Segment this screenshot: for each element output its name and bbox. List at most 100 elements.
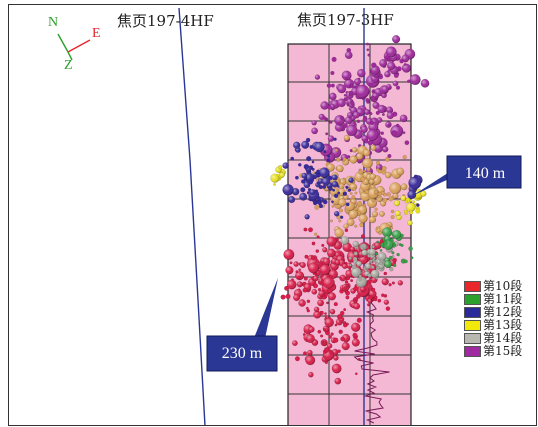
event-marker bbox=[367, 303, 371, 307]
event-marker-shading bbox=[402, 63, 411, 73]
event-marker bbox=[345, 202, 350, 207]
event-marker bbox=[382, 240, 388, 246]
event-marker bbox=[367, 53, 371, 57]
event-marker bbox=[389, 267, 394, 272]
event-marker bbox=[316, 235, 320, 239]
event-marker bbox=[371, 245, 375, 249]
event-marker bbox=[344, 77, 348, 81]
event-marker bbox=[340, 215, 344, 219]
event-marker bbox=[391, 281, 395, 285]
event-marker-shading bbox=[382, 146, 389, 153]
event-marker bbox=[324, 314, 328, 318]
event-marker bbox=[392, 257, 398, 263]
event-marker bbox=[413, 174, 418, 179]
event-marker bbox=[359, 222, 364, 228]
event-marker bbox=[385, 306, 391, 311]
event-marker-shading bbox=[368, 187, 380, 199]
event-marker-shading bbox=[386, 106, 393, 114]
event-marker-shading bbox=[369, 179, 375, 185]
event-marker bbox=[339, 310, 345, 316]
event-marker bbox=[327, 287, 333, 294]
event-marker bbox=[343, 308, 347, 312]
event-marker bbox=[381, 112, 385, 116]
event-marker bbox=[306, 299, 311, 304]
event-marker-shading bbox=[345, 51, 353, 59]
event-marker bbox=[325, 301, 329, 305]
event-marker-shading bbox=[409, 74, 421, 85]
event-marker bbox=[337, 349, 341, 354]
event-marker bbox=[416, 203, 420, 207]
event-marker bbox=[375, 226, 379, 230]
event-marker bbox=[295, 270, 299, 274]
event-marker bbox=[400, 243, 404, 247]
event-marker-shading bbox=[301, 172, 308, 179]
event-marker bbox=[348, 256, 352, 260]
event-marker bbox=[329, 350, 333, 355]
event-marker bbox=[383, 271, 388, 276]
event-marker bbox=[393, 263, 397, 268]
legend-item: 第15段 bbox=[464, 345, 522, 358]
event-marker bbox=[333, 337, 339, 343]
event-marker-shading bbox=[333, 355, 339, 361]
event-marker bbox=[346, 154, 351, 159]
event-marker-shading bbox=[309, 189, 316, 196]
event-marker-shading bbox=[282, 162, 289, 169]
event-marker bbox=[370, 95, 376, 101]
event-marker-shading bbox=[358, 214, 368, 223]
event-marker bbox=[294, 175, 299, 180]
event-marker bbox=[373, 190, 378, 195]
event-marker bbox=[342, 157, 347, 161]
event-marker bbox=[333, 193, 339, 199]
event-marker-shading bbox=[327, 248, 336, 258]
event-marker bbox=[349, 263, 352, 267]
event-marker-shading bbox=[397, 280, 403, 286]
event-marker bbox=[358, 169, 364, 175]
event-marker-shading bbox=[301, 140, 310, 149]
event-marker-shading bbox=[317, 299, 324, 307]
event-marker-shading bbox=[313, 275, 319, 282]
event-marker bbox=[330, 83, 335, 88]
event-marker bbox=[350, 279, 354, 283]
event-marker-shading bbox=[307, 350, 313, 356]
event-marker bbox=[374, 207, 378, 211]
event-marker-shading bbox=[298, 299, 306, 307]
event-marker bbox=[403, 63, 407, 66]
event-marker-shading bbox=[356, 261, 362, 267]
event-marker bbox=[300, 187, 306, 193]
event-marker bbox=[345, 185, 349, 190]
event-marker bbox=[333, 137, 337, 141]
event-marker-shading bbox=[326, 236, 337, 247]
event-marker-shading bbox=[394, 200, 400, 207]
event-marker-shading bbox=[352, 241, 359, 247]
event-marker bbox=[354, 191, 358, 195]
event-marker-shading bbox=[386, 111, 394, 119]
event-marker bbox=[369, 120, 375, 126]
event-marker-shading bbox=[324, 317, 334, 327]
legend-label: 第14段 bbox=[483, 331, 523, 345]
event-marker-shading bbox=[337, 182, 345, 190]
event-marker-shading bbox=[379, 59, 388, 67]
event-marker-shading bbox=[355, 84, 370, 99]
microseismic-events bbox=[270, 35, 430, 385]
event-marker bbox=[377, 298, 382, 303]
event-marker bbox=[278, 165, 283, 170]
event-marker bbox=[322, 341, 327, 346]
event-marker bbox=[343, 286, 348, 290]
event-marker-shading bbox=[360, 125, 368, 133]
event-marker bbox=[331, 56, 337, 63]
event-marker-shading bbox=[349, 155, 358, 164]
event-marker bbox=[343, 96, 348, 102]
legend-swatch bbox=[464, 294, 481, 305]
event-marker bbox=[298, 268, 302, 272]
event-marker-shading bbox=[367, 198, 377, 208]
event-marker-shading bbox=[407, 220, 413, 226]
event-marker bbox=[301, 179, 306, 184]
event-marker bbox=[303, 351, 308, 356]
event-marker-shading bbox=[377, 252, 387, 261]
event-marker bbox=[383, 294, 388, 298]
event-marker-shading bbox=[292, 340, 298, 346]
event-marker bbox=[388, 196, 394, 202]
event-marker bbox=[327, 105, 332, 110]
event-marker bbox=[348, 267, 352, 271]
